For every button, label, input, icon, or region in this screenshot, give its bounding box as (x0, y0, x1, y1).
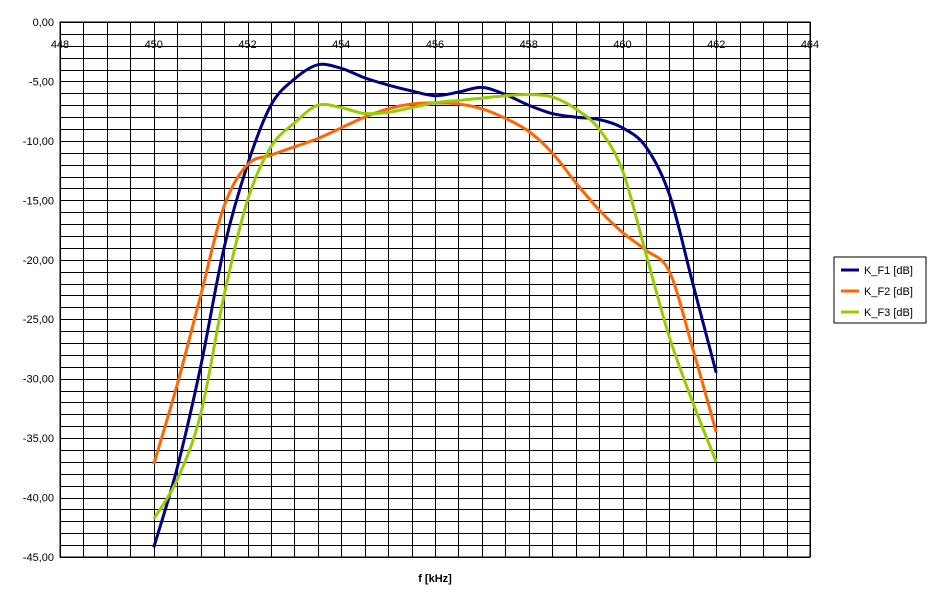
legend: K_F1 [dB] K_F2 [dB] K_F3 [dB] (833, 256, 927, 324)
series-lines (152, 62, 718, 548)
y-tick-label: -35,00 (23, 433, 54, 445)
legend-label-k-f3: K_F3 [dB] (864, 307, 913, 319)
series-line-k-f3 (152, 92, 718, 520)
x-tick-label: 448 (51, 39, 69, 51)
x-tick-label: 458 (520, 39, 538, 51)
y-tick-label: -10,00 (23, 136, 54, 148)
y-tick-label: -20,00 (23, 255, 54, 267)
y-tick-label: -45,00 (23, 552, 54, 564)
x-tick-labels: 448 450 452 454 456 458 460 462 464 (51, 39, 819, 51)
legend-label-k-f1: K_F1 [dB] (864, 265, 913, 277)
x-tick-label: 460 (613, 39, 631, 51)
x-tick-label: 462 (707, 39, 725, 51)
x-tick-label: 464 (801, 39, 819, 51)
legend-label-k-f2: K_F2 [dB] (864, 286, 913, 298)
y-tick-label: -5,00 (29, 76, 54, 88)
y-tick-label: 0,00 (33, 17, 54, 29)
y-tick-label: -30,00 (23, 374, 54, 386)
x-tick-label: 450 (145, 39, 163, 51)
grid (59, 21, 811, 558)
x-tick-label: 456 (426, 39, 444, 51)
y-tick-label: -15,00 (23, 195, 54, 207)
y-tick-label: -25,00 (23, 314, 54, 326)
x-axis-label: f [kHz] (418, 573, 452, 585)
y-tick-label: -40,00 (23, 493, 54, 505)
y-tick-labels: 0,00 -5,00 -10,00 -15,00 -20,00 -25,00 -30,00 -… (23, 17, 54, 564)
x-tick-label: 452 (238, 39, 256, 51)
x-tick-label: 454 (332, 39, 350, 51)
series-line-k-f1 (152, 62, 718, 548)
